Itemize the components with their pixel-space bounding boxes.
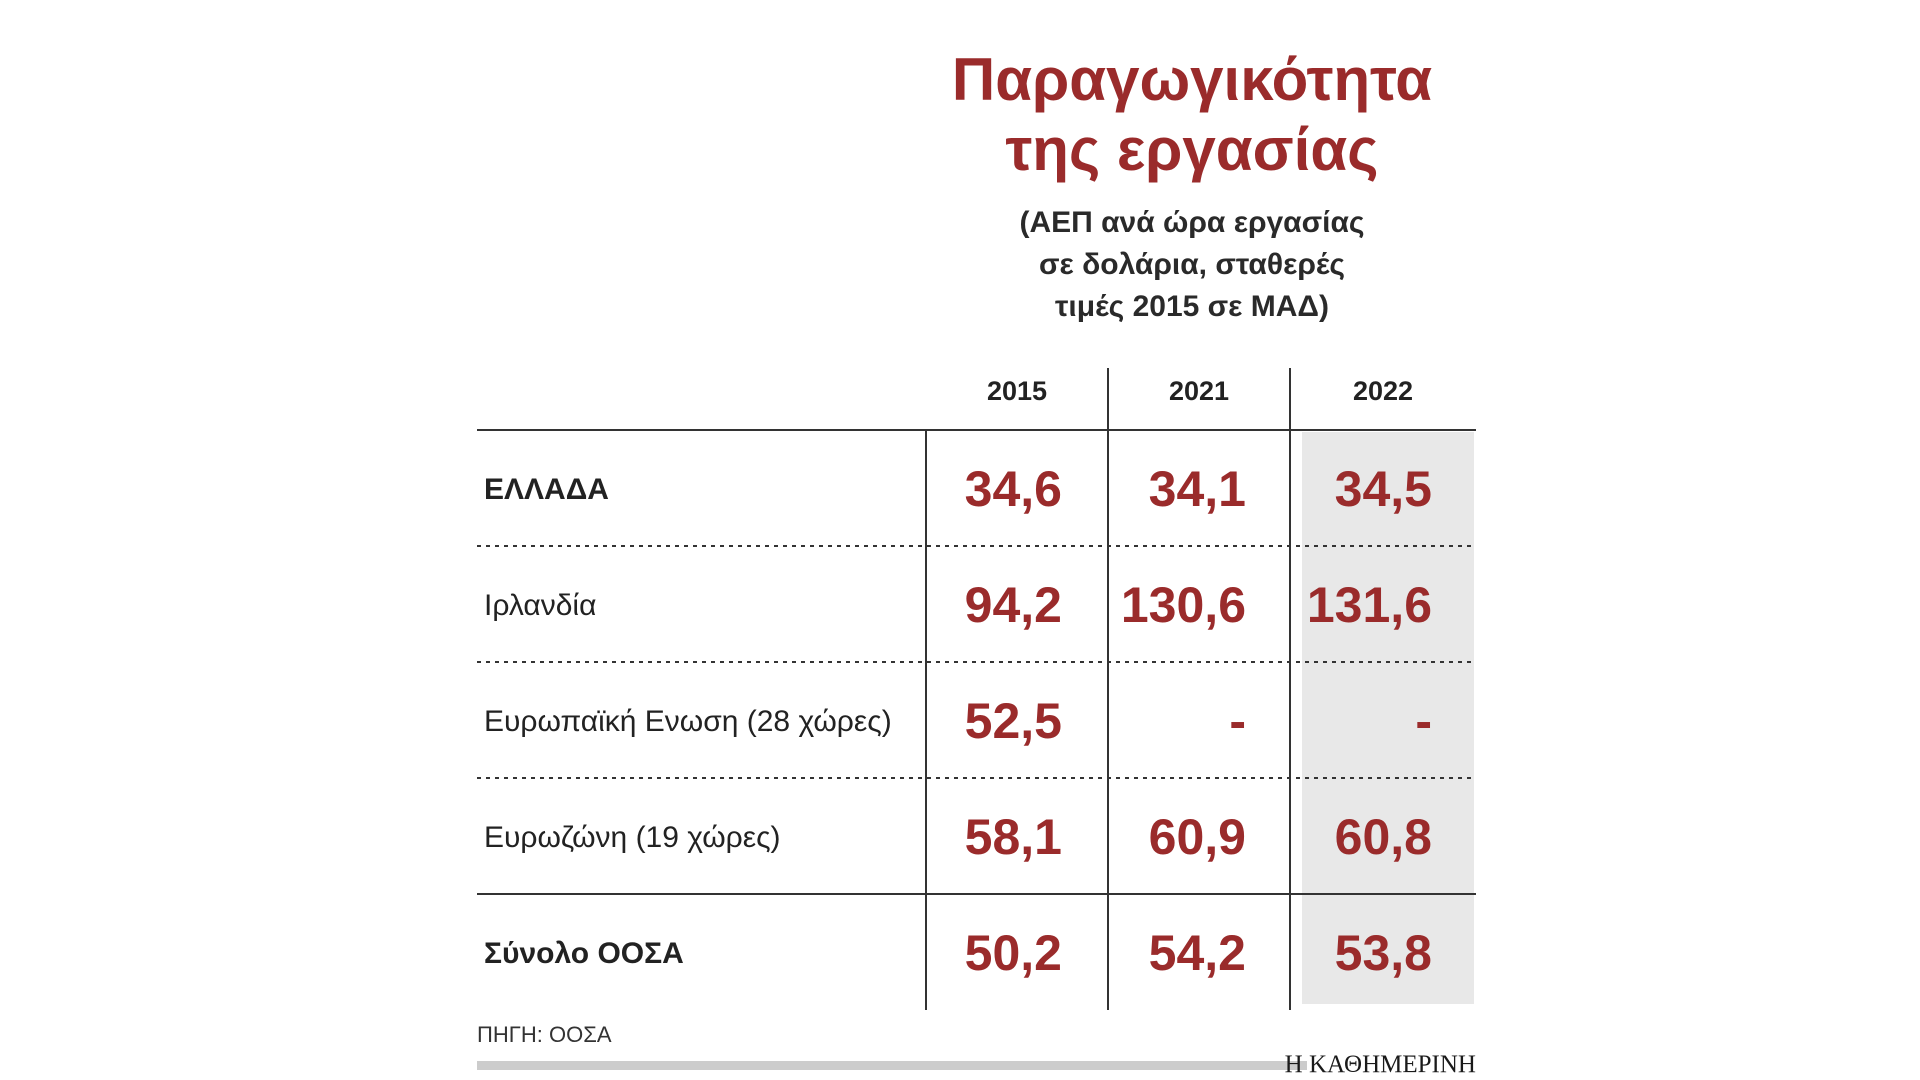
value-cell: 52,5 [965, 693, 1062, 749]
data-table: 2015 2021 2022 ΕΛΛΑΔΑ 34,6 34,1 34,5 Ιρλανδία 94… [477, 368, 1476, 1010]
value-cell: 54,2 [1149, 925, 1246, 981]
value-cell: 53,8 [1335, 925, 1432, 981]
value-cell: 94,2 [965, 577, 1062, 633]
value-cell: 34,5 [1335, 461, 1432, 517]
row-label: Σύνολο ΟΟΣΑ [484, 937, 684, 970]
value-cell: 34,6 [965, 461, 1062, 517]
year-header-2022: 2022 [1353, 376, 1413, 406]
year-header-2015: 2015 [987, 376, 1047, 406]
value-cell: 130,6 [1121, 577, 1246, 633]
value-cell: 58,1 [965, 809, 1062, 865]
row-label: ΕΛΛΑΔΑ [484, 473, 609, 506]
value-cell: - [1415, 693, 1432, 749]
value-cell: 60,8 [1335, 809, 1432, 865]
publisher-brand: Η ΚΑΘΗΜΕΡΙΝΗ [1285, 1051, 1476, 1078]
year-header-2021: 2021 [1169, 376, 1229, 406]
row-label: Ιρλανδία [484, 589, 596, 622]
chart-subtitle-line-1: (ΑΕΠ ανά ώρα εργασίας [1019, 206, 1364, 239]
value-cell: 34,1 [1149, 461, 1246, 517]
chart-title-line-1: Παραγωγικότητα [952, 46, 1432, 113]
footer-bar [477, 1061, 1307, 1070]
value-cell: - [1229, 693, 1246, 749]
value-cell: 50,2 [965, 925, 1062, 981]
highlight-column-bg [1302, 432, 1474, 1004]
chart-subtitle-line-2: σε δολάρια, σταθερές [1039, 248, 1345, 281]
row-label: Ευρωζώνη (19 χώρες) [484, 821, 781, 854]
row-label: Ευρωπαϊκή Ενωση (28 χώρες) [484, 705, 892, 738]
source-note: ΠΗΓΗ: ΟΟΣΑ [477, 1022, 612, 1047]
value-cell: 131,6 [1307, 577, 1432, 633]
chart-subtitle-line-3: τιμές 2015 σε ΜΑΔ) [1055, 290, 1329, 323]
value-cell: 60,9 [1149, 809, 1246, 865]
chart-title-line-2: της εργασίας [1006, 116, 1379, 183]
